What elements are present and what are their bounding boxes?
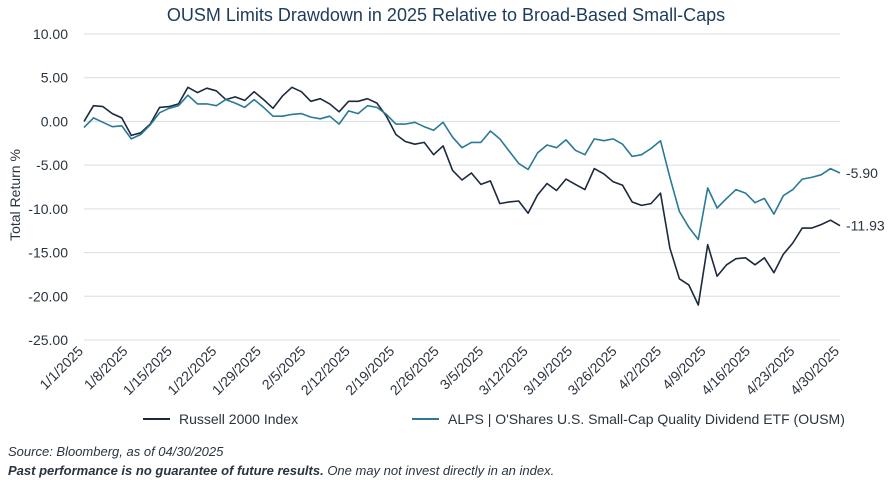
y-tick-label: 0.00: [41, 113, 68, 129]
y-tick-label: -15.00: [28, 245, 68, 261]
x-tick-label: 4/2/2025: [614, 343, 664, 393]
disclaimer: Past performance is no guarantee of futu…: [8, 463, 554, 478]
y-tick-label: -25.00: [28, 332, 68, 348]
y-tick-label: -10.00: [28, 201, 68, 217]
y-tick-label: 5.00: [41, 70, 68, 86]
disclaimer-rest: One may not invest directly in an index.: [323, 463, 555, 478]
y-axis-label: Total Return %: [7, 149, 23, 241]
end-value-labels: -11.93 -5.90: [846, 165, 885, 234]
source-note: Source: Bloomberg, as of 04/30/2025: [8, 444, 224, 459]
y-axis-ticks: 10.00 5.00 0.00 -5.00 -10.00 -15.00 -20.00 -25.…: [28, 26, 68, 348]
y-tick-label: 10.00: [33, 26, 68, 42]
x-tick-label: 1/29/2025: [209, 343, 265, 399]
x-tick-label: 1/1/2025: [36, 343, 86, 393]
series-line-ousm: [83, 94, 841, 241]
x-tick-label: 4/30/2025: [787, 343, 843, 399]
series-lines: [83, 86, 841, 306]
line-chart: OUSM Limits Drawdown in 2025 Relative to…: [7, 5, 885, 427]
x-tick-label: 3/26/2025: [564, 343, 620, 399]
y-tick-label: -5.00: [36, 157, 68, 173]
legend-label: ALPS | O'Shares U.S. Small-Cap Quality D…: [448, 411, 845, 427]
gridlines: [84, 33, 840, 341]
x-axis-ticks: 1/1/20251/8/20251/15/20251/22/20251/29/2…: [36, 343, 842, 399]
end-value-label: -11.93: [846, 218, 885, 234]
y-tick-label: -20.00: [28, 288, 68, 304]
x-tick-label: 2/26/2025: [387, 343, 443, 399]
disclaimer-bold: Past performance is no guarantee of futu…: [8, 463, 324, 478]
legend-label: Russell 2000 Index: [179, 411, 298, 427]
series-line-russell-2000: [83, 86, 841, 306]
chart-title: OUSM Limits Drawdown in 2025 Relative to…: [167, 5, 725, 25]
legend: Russell 2000 Index ALPS | O'Shares U.S. S…: [143, 411, 845, 427]
end-value-label: -5.90: [846, 165, 878, 181]
